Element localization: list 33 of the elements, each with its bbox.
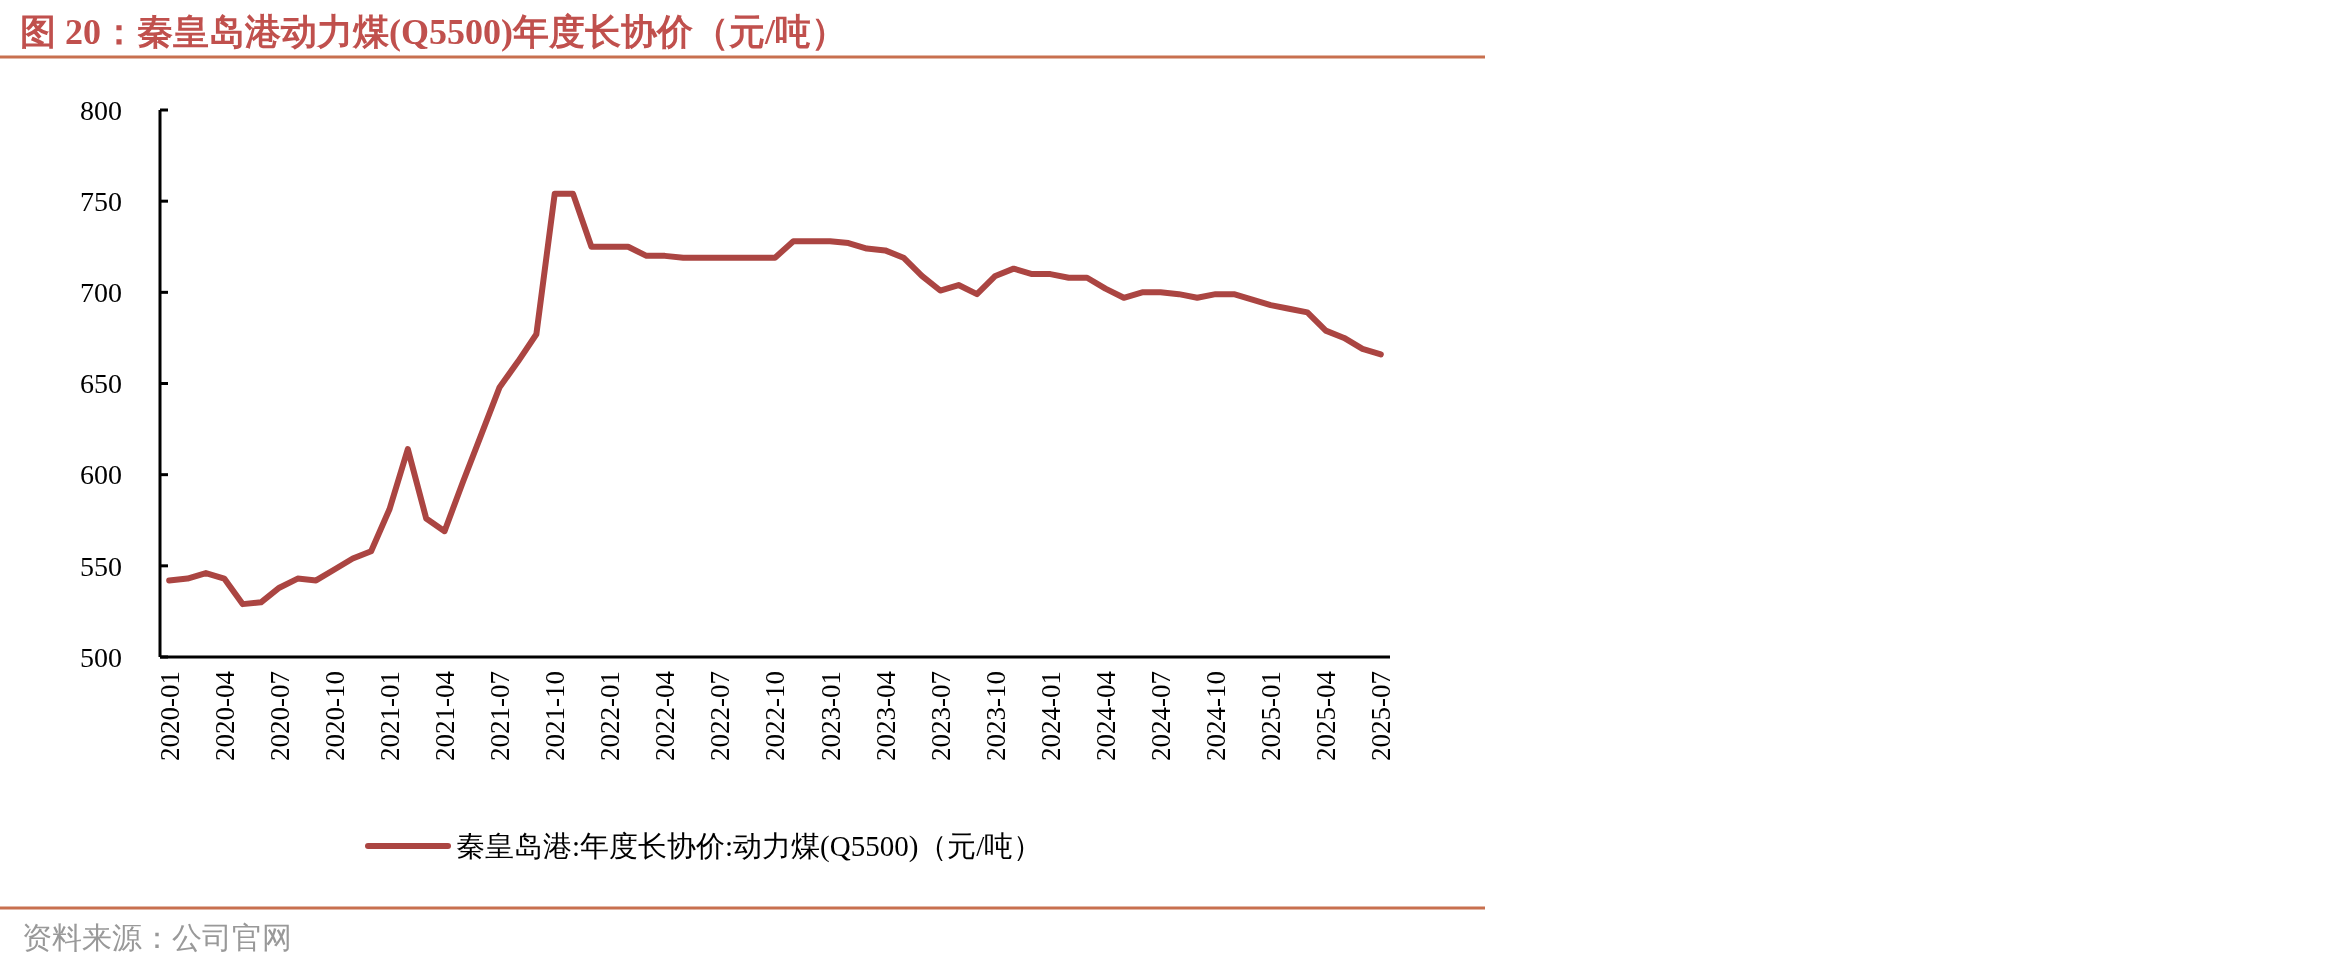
y-tick-label: 750 xyxy=(80,185,122,217)
y-tick-label: 500 xyxy=(80,641,122,673)
x-tick-label: 2022-07 xyxy=(705,671,736,761)
x-tick-label: 2024-04 xyxy=(1090,670,1121,761)
x-tick-label: 2022-01 xyxy=(595,671,626,761)
y-tick-label: 650 xyxy=(80,368,122,400)
x-tick-label: 2023-10 xyxy=(980,671,1011,761)
x-tick-label: 2023-07 xyxy=(925,671,956,761)
text: 资料来源：公司官网 xyxy=(22,921,292,954)
y-tick-label: 800 xyxy=(80,94,122,126)
x-tick-label: 2025-07 xyxy=(1366,671,1397,761)
legend-label: 秦皇岛港:年度长协价:动力煤(Q5500)（元/吨） xyxy=(456,830,1043,864)
x-tick-label: 2021-01 xyxy=(374,671,405,761)
x-tick-label: 2020-04 xyxy=(209,670,240,761)
x-tick-label: 2025-04 xyxy=(1311,670,1342,761)
x-tick-label: 2022-10 xyxy=(760,671,791,761)
x-tick-label: 2023-01 xyxy=(815,671,846,761)
x-tick-label: 2024-01 xyxy=(1035,671,1066,761)
x-tick-label: 2020-01 xyxy=(154,671,185,761)
x-tick-label: 2021-10 xyxy=(540,671,571,761)
x-tick-label: 2024-07 xyxy=(1145,671,1176,761)
chart-title: 图 20：秦皇岛港动力煤(Q5500)年度长协价（元/吨） xyxy=(20,12,847,52)
y-tick-label: 600 xyxy=(80,459,122,491)
x-tick-label: 2024-10 xyxy=(1201,671,1232,761)
x-tick-label: 2025-01 xyxy=(1256,671,1287,761)
x-tick-label: 2023-04 xyxy=(870,670,901,761)
x-tick-label: 2022-04 xyxy=(650,670,681,761)
y-tick-label: 700 xyxy=(80,277,122,309)
y-tick-label: 550 xyxy=(80,550,122,582)
x-tick-label: 2020-10 xyxy=(319,671,350,761)
x-tick-label: 2020-07 xyxy=(264,671,295,761)
x-tick-label: 2021-07 xyxy=(485,671,516,761)
x-tick-label: 2021-04 xyxy=(430,670,460,761)
